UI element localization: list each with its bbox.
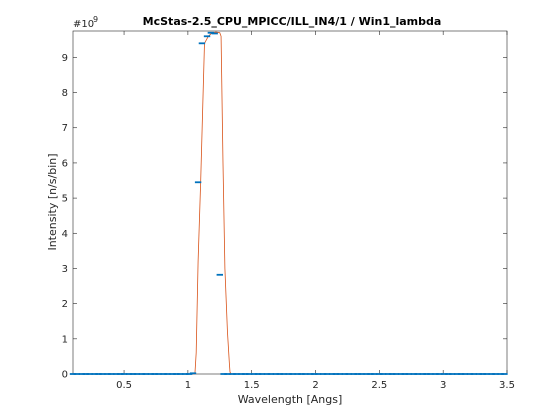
y-exponent-base: #10 [73,19,94,30]
y-tick-label: 1 [62,334,68,345]
x-tick-label: 1.5 [244,380,260,391]
x-tick-label: 2.5 [371,380,387,391]
y-tick-label: 5 [62,194,68,205]
plot-area [72,30,508,375]
y-tick-label: 4 [62,229,68,240]
axes [72,30,508,375]
x-tick-label: 0.5 [116,380,132,391]
y-tick-label: 7 [62,123,68,134]
chart-title: McStas-2.5_CPU_MPICC/ILL_IN4/1 / Win1_la… [143,15,442,28]
x-tick-label: 3 [440,380,446,391]
y-tick-label: 6 [62,158,68,169]
y-tick-label: 9 [62,53,68,64]
y-tick-label: 8 [62,88,68,99]
x-tick-label: 2 [312,380,318,391]
y-tick-label: 2 [62,299,68,310]
x-ticks: 0.5 1 1.5 2 2.5 3 3.5 [116,31,515,391]
y-axis-label: Intensity [n/s/bin] [46,153,59,250]
x-tick-label: 3.5 [499,380,515,391]
y-ticks: 0 1 2 3 4 5 6 7 8 9 [62,53,507,381]
x-tick-label: 1 [185,380,191,391]
series-line [73,31,507,375]
y-tick-label: 0 [62,370,68,381]
series-group [69,31,508,375]
x-axis-label: Wavelength [Angs] [238,393,343,406]
y-exponent-power: 9 [93,15,98,24]
y-tick-label: 3 [62,264,68,275]
